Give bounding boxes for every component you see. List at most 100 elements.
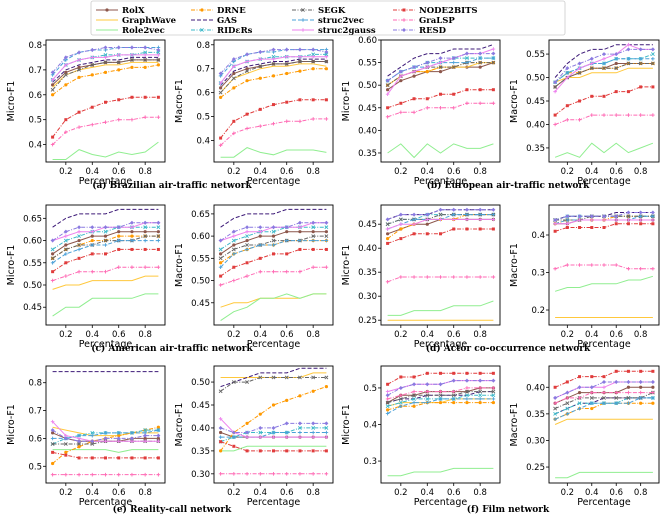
data-point-segk <box>143 58 148 62</box>
data-point-struc2gauss <box>478 217 482 222</box>
y-tick-label: 0.30 <box>526 436 545 446</box>
series-line-gas <box>220 367 327 388</box>
data-point-drne <box>399 227 403 231</box>
data-point-struc2vec <box>77 247 81 252</box>
series-line-role2vec <box>554 275 654 292</box>
data-point-gralsp <box>465 386 469 390</box>
data-point-gralsp <box>425 389 430 394</box>
data-point-resd <box>438 207 443 212</box>
y-tick-label: 0.60 <box>23 237 42 247</box>
y-tick-label: 0.45 <box>358 220 377 230</box>
data-point-struc2gauss <box>156 439 161 444</box>
data-point-struc2vec <box>465 397 469 401</box>
data-point-struc2gauss <box>602 218 606 222</box>
data-point-resd <box>63 55 68 60</box>
x-axis-label: Percentage <box>414 176 468 187</box>
data-point-node2bits <box>553 229 557 233</box>
y-tick-label: 0.45 <box>191 401 210 411</box>
y-tick-label: 0.6 <box>28 434 42 444</box>
data-point-gralsp <box>232 131 236 136</box>
data-point-segk <box>63 247 68 252</box>
series-line-graphwave <box>554 67 653 83</box>
legend-marker-struc2vec <box>301 18 305 22</box>
legend-marker-drne <box>200 8 204 12</box>
y-tick-label: 0.50 <box>23 281 42 291</box>
data-point-struc2gauss <box>412 69 416 74</box>
legend-item-rolx: RolX <box>96 6 145 16</box>
data-point-gralsp <box>565 263 570 267</box>
data-point-struc2gauss <box>638 218 643 222</box>
data-point-drne <box>285 71 289 76</box>
series-group <box>218 208 329 322</box>
caption-d: (d) Actor co-occurrence network <box>426 343 591 354</box>
y-tick-label: 0.40 <box>358 244 377 254</box>
data-point-gralsp <box>271 121 276 126</box>
data-point-rid-rs <box>650 52 655 56</box>
data-point-gralsp <box>626 390 631 395</box>
data-point-drne <box>232 86 236 90</box>
data-point-resd <box>103 436 108 441</box>
data-point-struc2vec <box>602 401 606 406</box>
data-point-node2bits <box>104 100 107 104</box>
data-point-gralsp <box>577 263 582 267</box>
data-point-resd <box>464 51 469 56</box>
data-point-segk <box>116 60 121 65</box>
data-point-rid-rs <box>258 430 263 435</box>
series-group <box>385 207 496 321</box>
data-point-struc2gauss <box>385 92 390 97</box>
data-point-node2bits <box>117 456 121 460</box>
data-point-node2bits <box>298 449 302 453</box>
data-point-node2bits <box>639 85 643 89</box>
y-tick-label: 0.7 <box>28 66 42 76</box>
data-point-resd <box>577 61 582 66</box>
series-line-resd <box>387 380 494 396</box>
data-point-drne <box>271 74 276 78</box>
data-point-resd <box>425 212 430 217</box>
axes-frame <box>213 365 334 484</box>
legend-label-resd: RESD <box>419 26 447 36</box>
data-point-segk <box>284 62 289 66</box>
axes-frame <box>213 39 334 163</box>
data-point-struc2vec <box>565 71 570 75</box>
data-point-gralsp <box>451 389 456 394</box>
series-line-gas <box>220 208 327 228</box>
series-line-role2vec <box>554 142 654 158</box>
data-point-rid-rs <box>385 404 390 409</box>
data-point-struc2vec <box>565 218 570 222</box>
data-point-resd <box>451 56 456 61</box>
data-point-struc2vec <box>116 238 121 243</box>
x-tick-label: 0.8 <box>473 167 487 177</box>
y-axis-label: Macro-F1 <box>509 79 520 123</box>
data-point-segk <box>491 389 496 394</box>
series-line-role2vec <box>387 143 494 159</box>
series-line-resd <box>554 381 653 399</box>
chart-panel-10: 0.30 0.35 0.40 0.45 0.50 0.2 0.4 0.6 0.8 Percenta… <box>174 365 334 508</box>
data-point-gralsp <box>245 274 249 278</box>
data-point-rolx <box>298 230 302 234</box>
data-point-gralsp <box>478 386 482 390</box>
data-point-struc2gauss <box>50 78 55 82</box>
data-point-node2bits <box>77 456 81 460</box>
data-point-gralsp <box>412 110 416 115</box>
data-point-rid-rs <box>143 225 148 230</box>
data-point-resd <box>90 225 95 230</box>
data-point-rolx <box>232 71 236 76</box>
data-point-struc2gauss <box>130 53 134 57</box>
data-point-struc2gauss <box>425 65 430 69</box>
data-point-segk <box>311 375 316 380</box>
caption-f: (f) Film network <box>467 504 550 515</box>
data-point-segk <box>77 442 81 446</box>
data-point-gralsp <box>577 396 582 400</box>
data-point-resd <box>438 382 443 387</box>
data-point-struc2vec <box>602 61 606 66</box>
data-point-node2bits <box>64 261 68 265</box>
data-point-struc2gauss <box>258 435 263 439</box>
x-axis-label: Percentage <box>414 339 468 350</box>
data-point-gralsp <box>553 122 557 127</box>
data-point-rid-rs <box>271 229 276 234</box>
data-point-resd <box>425 382 430 387</box>
y-tick-label: 0.55 <box>23 259 42 269</box>
legend-label-rolx: RolX <box>122 6 145 16</box>
data-point-resd <box>478 378 483 383</box>
y-tick-label: 0.7 <box>28 407 42 417</box>
